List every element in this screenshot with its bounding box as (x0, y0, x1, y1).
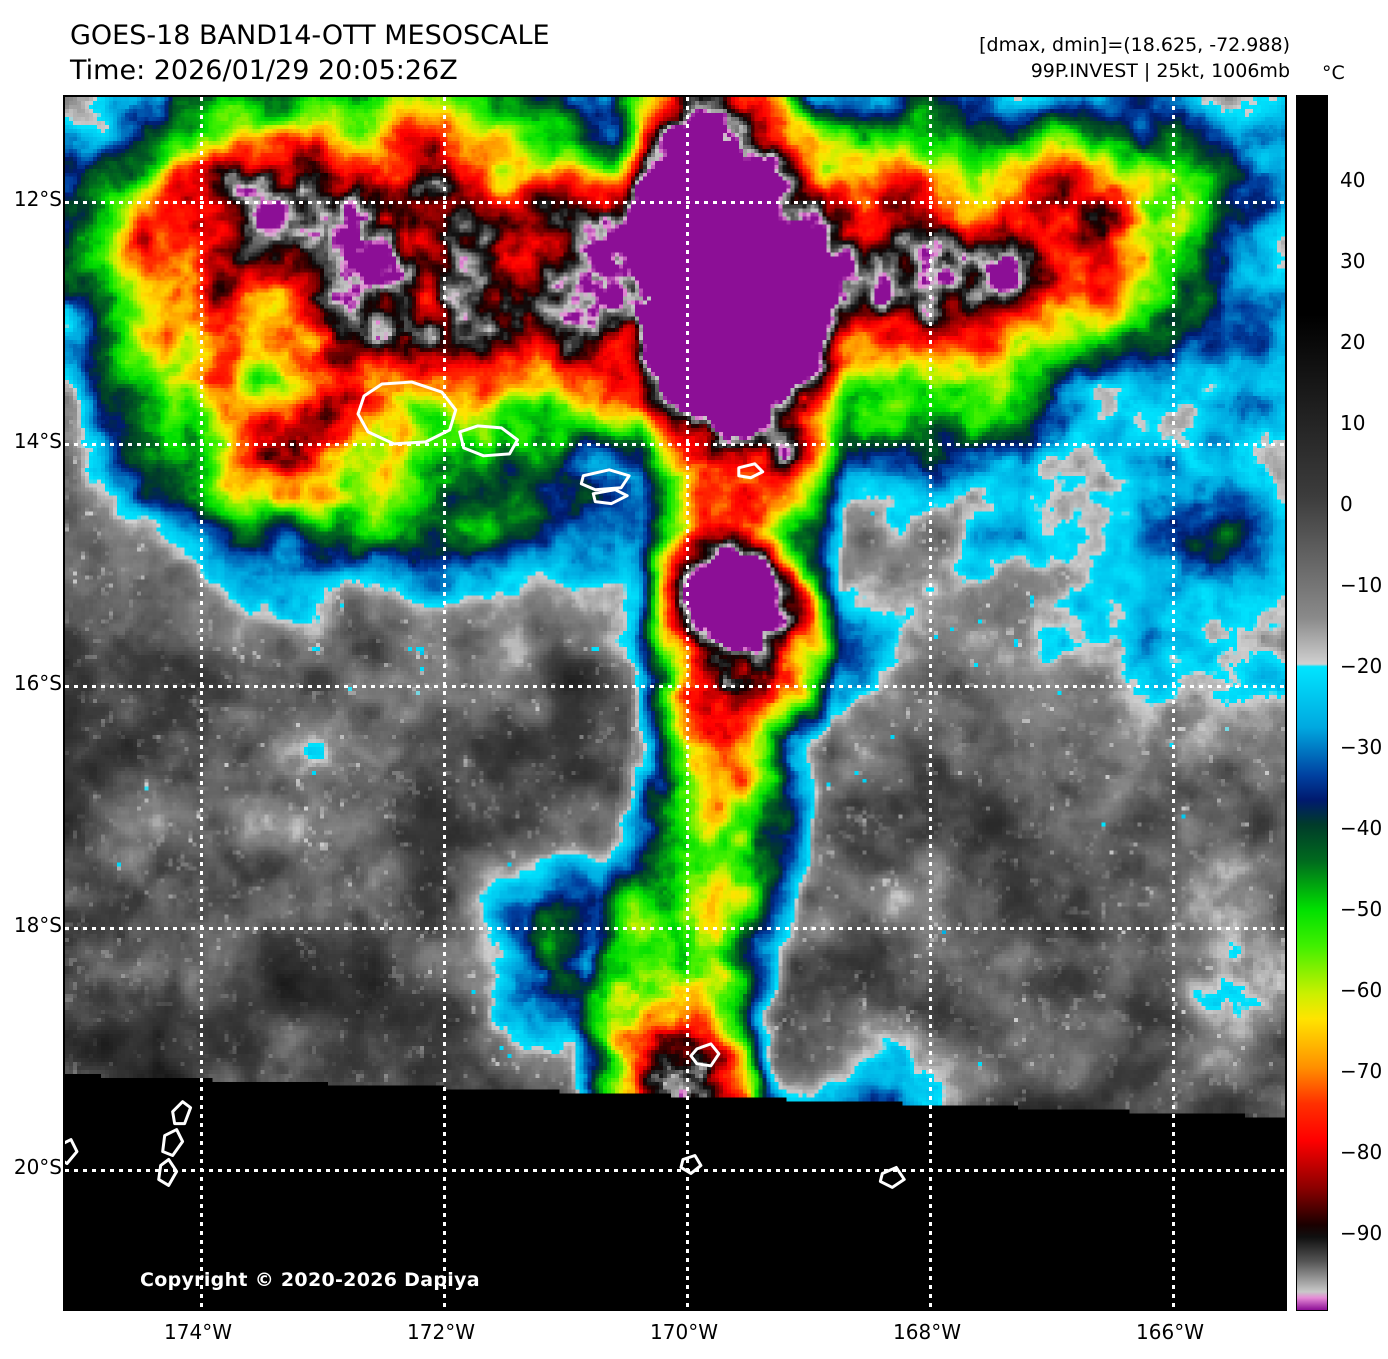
colorbar-gradient (1297, 96, 1327, 1310)
satellite-raster (65, 97, 1285, 1309)
metadata-block: [dmax, dmin]=(18.625, -72.988) 99P.INVES… (979, 32, 1290, 84)
lat-tick-14s: 14°S (13, 429, 62, 453)
lon-tick-166w: 166°W (1136, 1320, 1204, 1344)
colorbar-tick-10: 10 (1340, 411, 1366, 435)
colorbar-tick-30: 30 (1340, 249, 1366, 273)
colorbar-tick-neg10: −10 (1340, 573, 1383, 597)
colorbar-tick-40: 40 (1340, 168, 1366, 192)
colorbar-tick-neg30: −30 (1340, 735, 1383, 759)
lon-tick-174w: 174°W (164, 1320, 232, 1344)
lat-tick-18s: 18°S (13, 913, 62, 937)
gridline-lon-172w (443, 97, 446, 1309)
time-text: Time: 2026/01/29 20:05:26Z (70, 55, 458, 86)
colorbar-tick-neg80: −80 (1340, 1140, 1383, 1164)
gridline-lat-14s (65, 443, 1285, 446)
gridline-lon-170w (686, 97, 689, 1309)
satellite-image-plot[interactable]: Copyright © 2020-2026 Dapiya (63, 95, 1287, 1311)
gridline-lon-166w (1172, 97, 1175, 1309)
colorbar-tick-neg50: −50 (1340, 897, 1383, 921)
colorbar-tick-neg40: −40 (1340, 816, 1383, 840)
coastline-overlay (65, 380, 906, 1189)
lat-tick-20s: 20°S (13, 1155, 62, 1179)
gridline-lon-174w (200, 97, 203, 1309)
gridline-lat-20s (65, 1169, 1285, 1172)
lon-tick-168w: 168°W (893, 1320, 961, 1344)
dminmax-text: [dmax, dmin]=(18.625, -72.988) (979, 34, 1290, 56)
gridline-lon-168w (929, 97, 932, 1309)
colorbar-tick-neg20: −20 (1340, 654, 1383, 678)
lon-tick-172w: 172°W (407, 1320, 475, 1344)
copyright-text: Copyright © 2020-2026 Dapiya (140, 1269, 480, 1291)
lat-tick-12s: 12°S (13, 187, 62, 211)
lat-tick-16s: 16°S (13, 671, 62, 695)
colorbar-tick-20: 20 (1340, 330, 1366, 354)
page-title: GOES-18 BAND14-OTT MESOSCALE Time: 2026/… (70, 18, 550, 88)
gridline-lat-16s (65, 685, 1285, 688)
colorbar-tick-neg60: −60 (1340, 978, 1383, 1002)
plot-inner: Copyright © 2020-2026 Dapiya (65, 97, 1285, 1309)
gridline-lat-18s (65, 927, 1285, 930)
colorbar-tick-0: 0 (1340, 492, 1353, 516)
storm-info-text: 99P.INVEST | 25kt, 1006mb (1030, 60, 1290, 82)
lon-tick-170w: 170°W (650, 1320, 718, 1344)
colorbar[interactable] (1296, 95, 1328, 1311)
colorbar-unit-label: °C (1322, 62, 1345, 84)
title-text: GOES-18 BAND14-OTT MESOSCALE (70, 20, 550, 51)
gridline-lat-12s (65, 201, 1285, 204)
colorbar-tick-neg70: −70 (1340, 1059, 1383, 1083)
colorbar-tick-neg90: −90 (1340, 1221, 1383, 1245)
